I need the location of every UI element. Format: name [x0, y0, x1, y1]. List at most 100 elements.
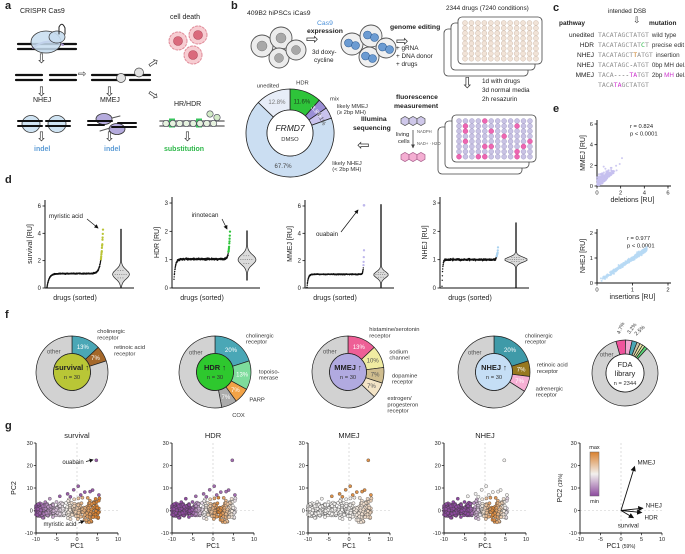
y-tick-label: 1 — [433, 258, 437, 264]
drug-point — [487, 501, 492, 505]
slice-label: estrogen/ — [387, 396, 412, 402]
data-point — [618, 163, 621, 165]
y-tick-label: 20 — [299, 464, 305, 470]
drug-point — [365, 512, 370, 517]
resorufin-well — [482, 153, 488, 160]
y-tick-label: 30 — [27, 441, 33, 447]
x-tick-label: 10 — [251, 537, 257, 543]
drug-point — [233, 496, 238, 501]
sequence-cell: TACA----TATGT — [598, 71, 649, 79]
measurement-label: measurement — [394, 103, 439, 110]
mmej-rank: 0 2 4 6 MMEJ [RU] drugs (sorted) ouabain — [287, 199, 394, 302]
y-tick-label: 30 — [163, 441, 169, 447]
drug-point — [228, 237, 231, 240]
panel-label-d: d — [5, 174, 12, 186]
drug-point — [207, 488, 212, 492]
y-tick-label: 6 — [590, 122, 593, 128]
pathway-cell: NHEJ — [577, 52, 594, 59]
panel-label-g: g — [5, 420, 12, 432]
down-arrow-icon: ⇩ — [36, 84, 47, 99]
drug-point — [484, 484, 488, 488]
x-tick-label: -10 — [576, 537, 584, 543]
drug-point — [212, 496, 217, 501]
y-tick-label: 6 — [298, 204, 302, 210]
data-point — [603, 178, 606, 181]
sequence-row: unedited TACATAGCTATGT wild type — [556, 31, 685, 41]
drug-point — [499, 515, 503, 519]
drug-point — [222, 508, 227, 513]
down-arrow-icon: ⇩ — [461, 75, 474, 92]
y-tick-label: 0 — [438, 509, 441, 515]
data-point — [609, 166, 612, 169]
drug-point — [494, 508, 499, 513]
sequence-cell: TACATAGCTATCT — [598, 41, 649, 49]
drug-point — [187, 509, 192, 513]
annotation: irinotecan — [192, 212, 219, 219]
drug-point — [220, 518, 225, 522]
drug-point — [172, 507, 176, 511]
indel-outcome-label: indel — [34, 146, 51, 153]
slice-value: 67.7% — [275, 164, 293, 170]
drug-point — [93, 512, 98, 517]
y-tick-label: 30 — [299, 441, 305, 447]
dna-donor-reagent-label: + DNA donor — [396, 53, 433, 60]
data-point — [610, 171, 613, 174]
x-tick-label: 6 — [666, 191, 669, 197]
drug-point — [334, 511, 338, 516]
slice-label: receptor — [246, 340, 267, 346]
drug-point — [38, 511, 42, 515]
drug-point — [362, 249, 366, 252]
mmej-vs-deletions: 0 2 4 6 0 2 4 6 MMEJ [RU] deletions [RU] r = 0.824… — [580, 120, 671, 204]
drug-point — [442, 265, 444, 268]
drug-point — [58, 512, 62, 516]
drug-point — [466, 512, 470, 516]
cell-line-label: 409B2 hiPSCs iCas9 — [247, 10, 311, 17]
x-tick-label: 5 — [96, 537, 99, 543]
resorufin-well — [514, 153, 520, 160]
drug-point — [360, 489, 364, 494]
drug-point — [330, 494, 334, 499]
hipsc-cells — [250, 26, 307, 69]
y-tick-label: 4 — [38, 231, 42, 237]
x-tick-label: 10 — [387, 537, 393, 543]
drug-point — [58, 494, 62, 499]
drug-point — [65, 492, 70, 496]
violin — [112, 228, 130, 289]
drug-point — [60, 502, 65, 506]
drug-point — [472, 501, 476, 505]
slice-label: unedited — [257, 83, 279, 89]
y-tick-label: 2 — [165, 229, 169, 235]
slice-label: COX — [232, 413, 245, 419]
drug-point — [306, 284, 308, 286]
drug-point — [71, 488, 76, 492]
y-tick-label: 10 — [299, 486, 305, 492]
y-tick-label: 0 — [298, 286, 302, 292]
drug-point — [93, 497, 98, 501]
drug-point — [76, 484, 80, 488]
slice-label: likely MMEJ — [337, 104, 368, 110]
exonuclease — [116, 73, 126, 83]
x-tick-label: 2 — [619, 191, 622, 197]
slice-value: 4.1% — [315, 112, 327, 127]
slice-label: receptor — [537, 369, 558, 375]
x-tick-label: 0 — [595, 191, 598, 197]
data-point — [624, 263, 627, 266]
drug-point — [497, 502, 502, 506]
data-point — [602, 174, 605, 177]
drug-point — [70, 513, 74, 517]
drug-point — [174, 511, 178, 515]
drug-point — [369, 493, 373, 497]
drug-point — [337, 492, 342, 496]
drug-point — [54, 500, 59, 504]
drug-point — [225, 502, 230, 506]
nad-label: NAD+ · H2O — [417, 141, 441, 146]
drug-point — [100, 246, 104, 250]
drug-point — [89, 502, 94, 506]
annotation: ouabain — [316, 231, 339, 238]
drug-point — [310, 511, 314, 515]
violin — [373, 204, 389, 289]
slice-label: dopamine — [392, 373, 417, 379]
drug-point — [363, 515, 367, 519]
living-cells-label: living — [396, 132, 410, 138]
